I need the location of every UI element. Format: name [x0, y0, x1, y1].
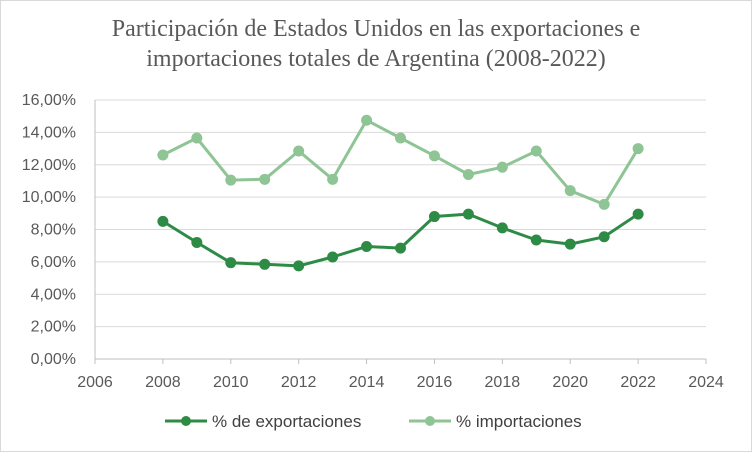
chart-title: Participación de Estados Unidos en las e… — [0, 14, 752, 74]
data-point — [395, 132, 406, 144]
data-point — [632, 208, 644, 220]
y-tick-label: 6,00% — [31, 254, 76, 271]
data-point — [225, 174, 237, 186]
y-tick-label: 8,00% — [31, 222, 76, 239]
data-point — [293, 145, 305, 157]
axes — [94, 100, 707, 364]
data-point — [259, 173, 271, 185]
data-point — [428, 150, 440, 162]
data-point — [564, 238, 576, 250]
data-point — [293, 260, 305, 272]
y-tick-labels: 0,00% 2,00% 4,00% 6,00% 8,00% 10,00% 12,00% 14,… — [22, 92, 76, 368]
legend-item: % de exportaciones — [165, 412, 361, 431]
data-point — [462, 168, 474, 180]
chart-title-line1: Participación de Estados Unidos en las e… — [111, 16, 641, 42]
legend-marker — [425, 416, 435, 426]
x-tick-label: 2024 — [688, 374, 724, 391]
y-tick-label: 14,00% — [22, 124, 76, 141]
data-point — [327, 251, 339, 263]
data-point — [395, 242, 406, 254]
legend-label: % de exportaciones — [212, 412, 361, 431]
x-tick-label: 2018 — [485, 374, 521, 391]
legend: % de exportaciones % importaciones — [165, 412, 582, 431]
data-point — [157, 215, 169, 227]
x-tick-label: 2016 — [417, 374, 453, 391]
x-tick-labels: 2006 2008 2010 2012 2014 2016 2018 2020 2022 2024 — [77, 374, 724, 391]
data-point — [191, 132, 203, 144]
data-point — [361, 114, 373, 126]
data-point — [225, 257, 237, 269]
data-point — [598, 198, 610, 210]
x-tick-label: 2022 — [620, 374, 656, 391]
x-tick-label: 2010 — [213, 374, 249, 391]
chart-title-line2: importaciones totales de Argentina (2008… — [146, 46, 606, 72]
y-tick-label: 4,00% — [31, 286, 76, 303]
data-point — [191, 236, 203, 248]
data-point — [598, 231, 610, 243]
series-importaciones — [157, 114, 644, 210]
data-point — [632, 143, 644, 155]
x-tick-label: 2020 — [552, 374, 588, 391]
y-tick-label: 12,00% — [22, 157, 76, 174]
x-tick-label: 2006 — [77, 374, 113, 391]
series-exportaciones — [157, 208, 644, 272]
data-point — [462, 208, 474, 220]
y-tick-label: 0,00% — [31, 351, 76, 368]
data-point — [496, 161, 508, 173]
legend-item: % importaciones — [409, 412, 582, 431]
data-point — [428, 211, 440, 223]
gridlines — [95, 99, 706, 328]
data-point — [564, 185, 576, 197]
x-tick-label: 2012 — [281, 374, 317, 391]
series-group — [157, 114, 644, 272]
x-tick-label: 2014 — [349, 374, 385, 391]
data-point — [361, 240, 373, 252]
x-tick-label: 2008 — [145, 374, 181, 391]
data-point — [327, 173, 339, 185]
data-point — [496, 222, 508, 234]
data-point — [157, 149, 169, 161]
legend-label: % importaciones — [456, 412, 582, 431]
y-tick-label: 16,00% — [22, 92, 76, 109]
data-point — [259, 258, 271, 270]
y-tick-label: 10,00% — [22, 189, 76, 206]
legend-marker — [181, 416, 191, 426]
y-tick-label: 2,00% — [31, 319, 76, 336]
data-point — [530, 234, 542, 246]
data-point — [530, 145, 542, 157]
